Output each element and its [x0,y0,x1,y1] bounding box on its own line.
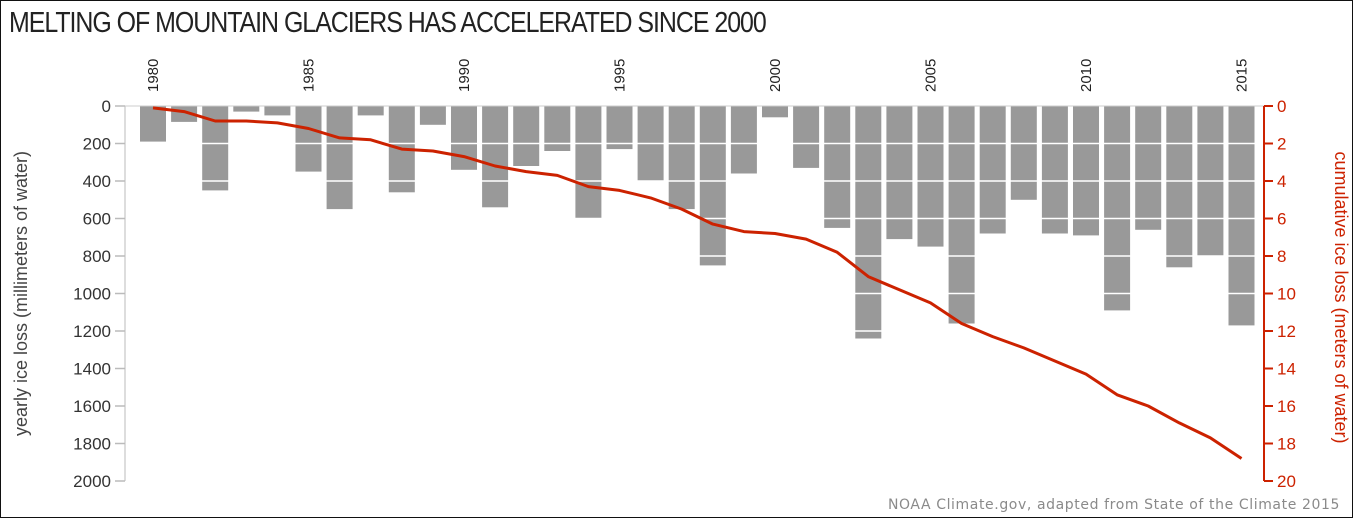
source-credit: NOAA Climate.gov, adapted from State of … [887,497,1340,513]
bar-2012 [1135,106,1162,230]
bar-1980 [140,106,166,142]
x-tick-label-2010: 2010 [1078,59,1095,92]
left-tick-label-0: 0 [102,97,111,116]
axes-layer [115,105,1273,482]
x-tick-label-1990: 1990 [456,59,473,92]
left-tick-label-2000: 2000 [73,472,111,491]
bar-1984 [264,106,291,116]
bar-2002 [824,106,851,228]
right-tick-label-0: 0 [1277,97,1286,116]
bar-1991 [482,106,509,208]
left-tick-label-800: 800 [83,247,111,266]
right-tick-label-20: 20 [1277,472,1296,491]
left-tick-label-600: 600 [83,210,111,229]
bar-1983 [233,106,260,112]
bar-1985 [295,106,322,172]
bar-2008 [1010,106,1037,200]
line-layer [152,106,1243,460]
bar-2011 [1104,106,1131,311]
bar-1995 [606,106,633,150]
tick-labels-layer: 0 200 400 600 800 1000 1200 1400 1600 1800 2000 0 2 4… [11,59,1351,491]
left-tick-label-1000: 1000 [73,285,111,304]
bar-1986 [326,106,353,210]
right-tick-label-14: 14 [1277,360,1296,379]
left-tick-label-1800: 1800 [73,435,111,454]
bar-2005 [917,106,944,247]
right-tick-label-6: 6 [1277,210,1286,229]
bar-2007 [979,106,1006,234]
right-tick-label-12: 12 [1277,322,1296,341]
x-tick-label-2005: 2005 [923,59,940,92]
left-tick-label-400: 400 [83,172,111,191]
bar-2010 [1073,106,1099,236]
y-axis-title-right: cumulative ice loss (meters of water) [1331,151,1351,443]
right-tick-label-18: 18 [1277,435,1296,454]
right-tick-label-16: 16 [1277,397,1296,416]
bar-2013 [1166,106,1193,268]
y-axis-title-left: yearly ice loss (millimeters of water) [11,151,31,436]
left-tick-label-1400: 1400 [73,360,111,379]
bar-2001 [793,106,820,168]
bars-layer [140,106,1255,339]
left-tick-label-200: 200 [83,135,111,154]
bar-1994 [575,106,602,219]
left-tick-label-1600: 1600 [73,397,111,416]
bar-2015 [1228,106,1255,326]
bar-2009 [1041,106,1068,234]
x-tick-label-2000: 2000 [767,59,784,92]
right-tick-label-2: 2 [1277,135,1286,154]
bar-1989 [419,106,446,125]
x-tick-label-1995: 1995 [612,59,629,92]
x-tick-label-1980: 1980 [145,59,162,92]
left-tick-label-1200: 1200 [73,322,111,341]
right-tick-label-10: 10 [1277,285,1296,304]
bar-1998 [699,106,726,266]
bar-1987 [357,106,384,116]
x-tick-label-1985: 1985 [301,59,318,92]
x-tick-label-2015: 2015 [1234,59,1251,92]
bar-2006 [948,106,975,324]
bar-1999 [730,106,757,174]
bar-2004 [886,106,913,240]
right-tick-label-8: 8 [1277,247,1286,266]
bar-2003 [855,106,882,339]
bar-1997 [668,106,695,210]
bar-1992 [513,106,540,166]
cumulative-line [152,106,1243,460]
right-tick-label-4: 4 [1277,172,1286,191]
chart-title: MELTING OF MOUNTAIN GLACIERS HAS ACCELER… [9,7,767,39]
bar-2000 [762,106,788,118]
